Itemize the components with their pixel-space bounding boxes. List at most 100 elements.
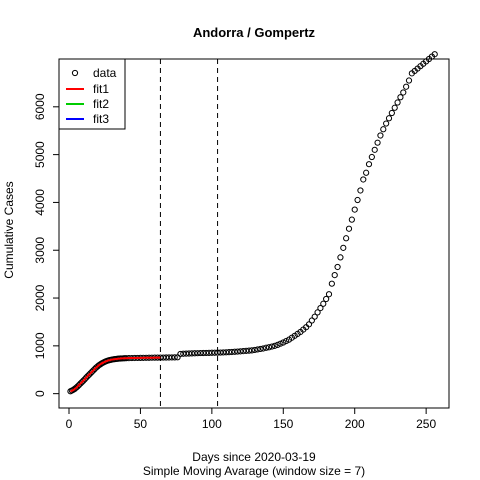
data-point [343,235,350,242]
data-point [194,350,201,357]
data-point [363,169,370,176]
data-point [220,349,227,356]
data-point [394,99,401,106]
data-point [248,347,255,354]
data-point [337,254,344,261]
data-point [391,104,398,111]
data-point [185,350,193,357]
x-axis-label: Days since 2020-03-19 [192,450,316,464]
x-tick-label: 100 [202,417,222,431]
data-point [360,176,367,183]
data-point [163,354,170,361]
data-point [203,349,210,357]
y-tick-label: 4000 [33,189,47,216]
data-point [403,83,410,90]
data-point [260,345,267,352]
legend-label-fit3: fit3 [93,112,109,126]
data-point [234,348,241,355]
data-point [351,206,358,213]
y-tick-label: 6000 [33,93,47,120]
data-point [168,354,175,361]
y-axis-label: Cumulative Cases [2,181,16,278]
data-point [231,348,238,355]
data-point [380,126,387,133]
data-point [188,350,195,357]
data-point [208,349,215,356]
data-point [365,161,373,168]
legend-label-fit2: fit2 [93,97,109,111]
legend-data-marker [71,69,79,77]
x-tick-label: 250 [416,417,436,431]
data-point [374,139,381,146]
data-point [180,350,187,357]
data-point [263,344,270,351]
data-point [331,271,338,279]
data-point [254,346,261,353]
y-tick-label: 2000 [33,284,47,311]
x-axis: 0 50 100 150 200 250 [66,408,436,431]
data-point [383,120,390,127]
data-point [165,354,173,361]
data-point [320,300,327,307]
y-axis: 0 1000 2000 3000 4000 5000 6000 [33,93,59,397]
legend-box [58,58,126,130]
data-point [397,94,404,101]
data-point [223,349,230,356]
data-point [328,280,335,287]
data-point [354,196,361,204]
data-point [334,263,341,271]
data-point [237,348,244,355]
data-point [274,341,281,348]
data-point [405,77,413,84]
data-point [214,349,221,356]
data-point [171,354,178,361]
data-point [183,350,190,357]
data-point [265,344,273,351]
data-point [257,345,264,353]
data-point [400,89,407,96]
fit-lines [69,356,161,393]
data-point [323,295,330,303]
data-point [277,340,284,347]
data-point [325,291,333,298]
data-point [245,347,253,354]
data-point [348,216,355,223]
y-tick-label: 3000 [33,237,47,264]
data-point [305,321,313,328]
legend: data fit1 fit2 fit3 [58,58,126,130]
x-tick-label: 200 [345,417,365,431]
data-point [271,342,278,349]
data-point [314,309,321,316]
fit1-line [69,356,161,393]
data-point [340,244,347,251]
data-point [177,350,184,358]
data-point [377,132,384,139]
data-point [191,350,198,357]
data-point [225,349,233,356]
data-point [251,346,258,354]
data-point [268,343,275,350]
data-point [311,313,318,320]
data-point [197,349,204,357]
y-tick-label: 5000 [33,141,47,168]
data-point [308,317,315,324]
x-tick-label: 0 [66,417,73,431]
data-point [371,146,378,153]
data-point [200,349,207,357]
data-point [160,354,167,361]
data-point [385,115,393,122]
plot-box [58,58,450,409]
data-point [228,348,235,356]
data-point [388,109,395,117]
x-tick-label: 150 [273,417,293,431]
data-point [345,225,353,232]
chart-title: Andorra / Gompertz [193,25,316,40]
legend-label-fit1: fit1 [93,82,109,96]
y-tick-label: 1000 [33,332,47,359]
data-point [240,348,247,355]
data-point [211,349,218,356]
legend-label-data: data [93,66,117,80]
y-tick-label: 0 [33,390,47,397]
